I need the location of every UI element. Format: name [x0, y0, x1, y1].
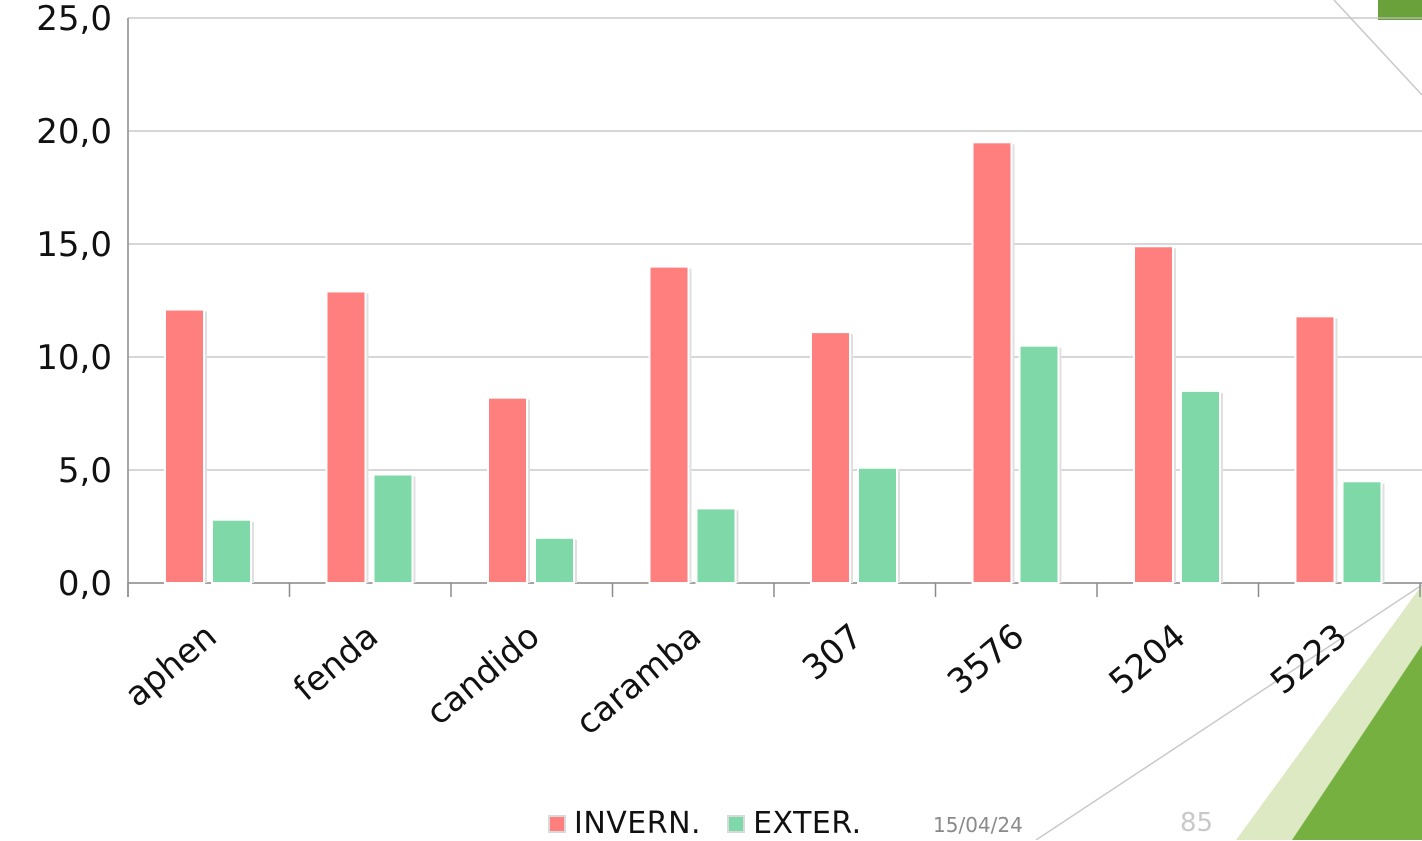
legend-label-exter: EXTER. — [753, 806, 862, 841]
bar — [164, 308, 205, 584]
legend-swatch-invern — [548, 814, 566, 833]
slide-number: 85 — [1180, 808, 1214, 838]
bar — [211, 518, 252, 584]
x-tick-label: 307 — [795, 616, 870, 688]
bar — [534, 536, 575, 584]
chart-legend: INVERN. EXTER. — [548, 806, 880, 841]
theme-triangle-dark — [1292, 645, 1422, 840]
bar — [1341, 480, 1383, 584]
bar — [857, 466, 898, 584]
y-tick-label: 5,0 — [58, 451, 112, 491]
bar-chart: 0,0 5,0 10,0 15,0 20,0 25,0 aphen fenda candido c… — [36, 0, 1422, 743]
y-tick-label: 0,0 — [58, 564, 112, 604]
legend-item-exter: EXTER. — [727, 806, 862, 841]
slide-date: 15/04/24 — [933, 813, 1023, 837]
bar — [648, 265, 690, 584]
legend-label-invern: INVERN. — [574, 806, 702, 841]
theme-diagonal-line — [1035, 584, 1422, 840]
theme-corner-line — [1333, 0, 1422, 96]
x-tick-label: fenda — [286, 616, 386, 709]
y-tick-label: 15,0 — [36, 225, 112, 265]
y-tick-label: 25,0 — [36, 0, 112, 39]
bar — [810, 331, 851, 585]
x-tick-label: candido — [419, 616, 548, 733]
theme-corner-bar — [1378, 0, 1422, 20]
bar — [372, 473, 414, 584]
x-tick-label: 5223 — [1263, 616, 1355, 702]
x-tick-label: caramba — [569, 616, 710, 743]
bar — [971, 141, 1013, 585]
bar — [1133, 245, 1174, 584]
bar — [1294, 315, 1336, 584]
bar — [487, 396, 528, 584]
x-tick-label: aphen — [117, 616, 224, 715]
y-tick-label: 20,0 — [36, 112, 112, 152]
x-tick-label: 5204 — [1102, 616, 1194, 702]
bar — [1018, 344, 1060, 585]
bar — [1180, 389, 1221, 584]
y-tick-label: 10,0 — [36, 338, 112, 378]
bar — [325, 290, 367, 584]
legend-item-invern: INVERN. — [548, 806, 701, 841]
x-tick-label: 3576 — [940, 616, 1032, 702]
legend-swatch-exter — [727, 814, 746, 833]
bar — [695, 507, 737, 585]
